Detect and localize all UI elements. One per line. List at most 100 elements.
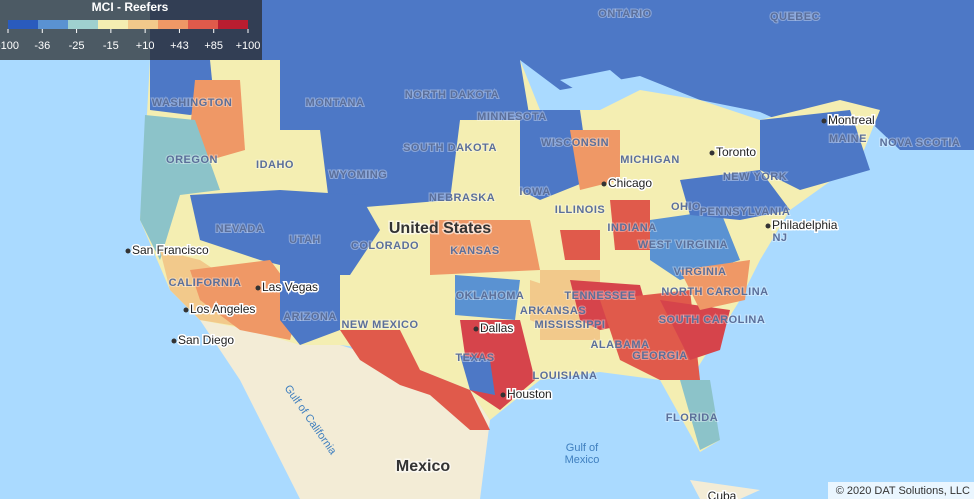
city-dot (255, 285, 261, 291)
city-dot (473, 326, 479, 332)
region (680, 380, 720, 450)
legend-swatch (128, 20, 158, 29)
region (760, 110, 870, 190)
city-dot (125, 248, 131, 254)
legend-swatch (188, 20, 218, 29)
state-label: GEORGIA (632, 350, 687, 362)
region (190, 190, 300, 270)
state-label: NOVA SCOTIA (880, 137, 961, 149)
copyright-box (828, 482, 974, 499)
state-label: TEXAS (455, 352, 494, 364)
region (340, 330, 490, 430)
state-label: MICHIGAN (620, 154, 680, 166)
state-label: ALABAMA (590, 339, 649, 351)
state-label: OREGON (166, 154, 218, 166)
region (460, 355, 495, 395)
region (190, 80, 245, 160)
state-label: NEVADA (216, 223, 265, 235)
region (610, 200, 650, 250)
city-dot (765, 223, 771, 229)
state-label: OHIO (671, 201, 701, 213)
city-dot (821, 118, 827, 124)
city-dot (171, 338, 177, 344)
city-label: Montreal (828, 113, 875, 127)
state-label: FLORIDA (666, 412, 718, 424)
state-label: MISSISSIPPI (535, 319, 606, 331)
regions (140, 60, 870, 450)
state-label: KANSAS (450, 245, 499, 257)
legend-tick-label: -100 (0, 40, 19, 52)
mexico-land (200, 320, 490, 499)
state-label: MONTANA (306, 97, 365, 109)
region (680, 170, 790, 220)
state-label: PENNSYLVANIA (700, 206, 791, 218)
cuba-land (690, 480, 760, 499)
state-label: NJ (772, 232, 787, 244)
country-label: United States (389, 220, 491, 237)
state-label: ILLINOIS (555, 204, 605, 216)
city-dot (709, 150, 715, 156)
country-label: Cuba (708, 489, 737, 499)
city-label: Los Angeles (190, 302, 255, 316)
region (280, 60, 530, 210)
water-label-line: Mexico (565, 454, 600, 466)
region (660, 300, 730, 360)
state-label: SOUTH CAROLINA (659, 314, 766, 326)
country-label: Mexico (396, 458, 450, 475)
legend-swatch (38, 20, 68, 29)
region (140, 115, 220, 260)
state-label: NEBRASKA (429, 192, 495, 204)
legend-tick-label: -25 (69, 40, 85, 52)
canada (150, 0, 974, 150)
legend-title: MCI - Reefers (92, 0, 169, 14)
state-label: COLORADO (351, 240, 419, 252)
legend-tick-label: -15 (103, 40, 119, 52)
region (430, 220, 540, 275)
region (560, 230, 600, 260)
state-label: CALIFORNIA (169, 277, 242, 289)
legend-tick-label: -36 (34, 40, 50, 52)
state-label: ARKANSAS (520, 305, 586, 317)
lake (560, 70, 640, 105)
state-label: VIRGINIA (674, 266, 727, 278)
city-label: San Francisco (132, 243, 209, 257)
legend: MCI - Reefers -100 -36 -25 -15 +10 +43 +85 +100 (0, 0, 262, 60)
state-label: IDAHO (256, 159, 294, 171)
state-label: NEW MEXICO (341, 319, 418, 331)
region (650, 210, 740, 280)
legend-swatch (158, 20, 188, 29)
state-label: INDIANA (607, 222, 656, 234)
state-label: NEW YORK (723, 171, 787, 183)
state-label: LOUISIANA (533, 370, 598, 382)
copyright: © 2020 DAT Solutions, LLC (836, 485, 970, 497)
city-label: Houston (507, 387, 552, 401)
legend-tick-label: +10 (136, 40, 155, 52)
state-label: MINNESOTA (477, 111, 547, 123)
region (455, 275, 520, 320)
state-label: NORTH CAROLINA (661, 286, 768, 298)
legend-swatch (218, 20, 248, 29)
state-label: QUEBEC (770, 11, 820, 23)
state-label: WYOMING (329, 169, 388, 181)
state-label: UTAH (289, 234, 321, 246)
city-label: San Diego (178, 333, 234, 347)
state-label: WASHINGTON (152, 97, 233, 109)
state-label: WISCONSIN (541, 137, 609, 149)
city-label: Toronto (716, 145, 756, 159)
state-label: WEST VIRGINIA (638, 239, 728, 251)
city-dot (500, 392, 506, 398)
region (570, 130, 620, 190)
state-label: IOWA (519, 186, 550, 198)
city-dot (183, 307, 189, 313)
city-dot (601, 181, 607, 187)
city-label: Las Vegas (262, 280, 318, 294)
region (190, 260, 300, 340)
legend-tick-label: +85 (204, 40, 223, 52)
state-label: ONTARIO (598, 8, 651, 20)
state-label: OKLAHOMA (456, 290, 525, 302)
legend-swatch (8, 20, 38, 29)
state-label: ARIZONA (283, 311, 337, 323)
state-label: SOUTH DAKOTA (403, 142, 497, 154)
region (530, 280, 560, 330)
